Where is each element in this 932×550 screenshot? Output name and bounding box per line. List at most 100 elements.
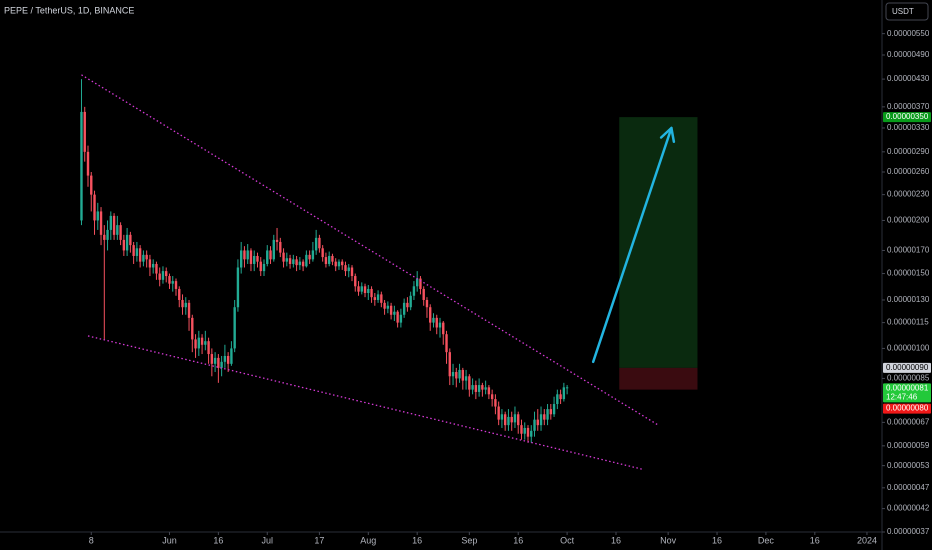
candle-body bbox=[279, 241, 282, 253]
chart-title: PEPE / TetherUS, 1D, BINANCE bbox=[4, 5, 134, 15]
candle-body bbox=[243, 250, 246, 260]
plot-area bbox=[80, 74, 698, 470]
candle-body bbox=[103, 234, 106, 240]
y-tick-label: 0.00000260 bbox=[887, 167, 930, 176]
candle-body bbox=[246, 250, 249, 260]
candle-body bbox=[145, 254, 148, 260]
y-tick-label: 0.00000053 bbox=[887, 461, 930, 470]
candle-body bbox=[321, 248, 324, 258]
stop-tag-bg bbox=[883, 403, 931, 414]
candle-body bbox=[386, 305, 390, 309]
candle-body bbox=[96, 211, 99, 221]
candle-body bbox=[536, 419, 539, 426]
candle-body bbox=[151, 263, 155, 268]
y-tick-label: 0.00000085 bbox=[887, 374, 930, 383]
y-tick-label: 0.00000230 bbox=[887, 190, 930, 199]
candle-body bbox=[526, 427, 530, 437]
trendline bbox=[81, 74, 659, 426]
x-tick-label: Dec bbox=[758, 535, 775, 545]
candle-body bbox=[370, 288, 373, 298]
candle-body bbox=[230, 348, 233, 364]
x-tick-label: 16 bbox=[213, 535, 223, 545]
candle-body bbox=[337, 261, 341, 267]
x-tick-label: Sep bbox=[461, 535, 477, 545]
x-tick-label: Aug bbox=[360, 535, 376, 545]
candle-body bbox=[389, 305, 393, 315]
candle-body bbox=[487, 387, 491, 395]
candle-body bbox=[412, 286, 416, 296]
candle-body bbox=[138, 248, 142, 262]
candle-body bbox=[347, 267, 350, 272]
candle-body bbox=[432, 317, 435, 323]
y-tick-label: 0.00000430 bbox=[887, 74, 930, 83]
candle-body bbox=[197, 337, 201, 349]
candle-body bbox=[477, 385, 481, 392]
candle-body bbox=[546, 409, 549, 420]
candle-body bbox=[425, 299, 429, 308]
x-tick-label: Oct bbox=[560, 535, 575, 545]
candle-body bbox=[354, 276, 357, 287]
candle-body bbox=[350, 267, 354, 277]
x-tick-label: 2024 bbox=[857, 535, 877, 545]
candle-body bbox=[429, 307, 432, 323]
position-loss-zone bbox=[619, 367, 698, 390]
trendline bbox=[87, 335, 643, 470]
candle-body bbox=[419, 278, 422, 289]
x-tick-label: 16 bbox=[513, 535, 523, 545]
candle-body bbox=[393, 311, 396, 315]
x-tick-label: 16 bbox=[810, 535, 820, 545]
y-tick-label: 0.00000150 bbox=[887, 269, 930, 278]
candle-body bbox=[129, 234, 132, 246]
candle-body bbox=[122, 239, 126, 251]
candle-body bbox=[259, 261, 262, 272]
y-tick-label: 0.00000115 bbox=[887, 318, 929, 327]
entry-tag-label: 0.00000090 bbox=[886, 363, 929, 372]
candle-body bbox=[165, 271, 168, 277]
candle-body bbox=[112, 215, 116, 235]
candle-body bbox=[363, 286, 367, 294]
candle-body bbox=[344, 265, 347, 272]
y-tick-label: 0.00000042 bbox=[887, 504, 930, 513]
axes: 0.00000550 0.00000490 0.00000430 0.00000370… bbox=[89, 29, 931, 545]
candle-body bbox=[253, 255, 256, 264]
candle-body bbox=[236, 267, 240, 308]
candle-body bbox=[292, 259, 295, 264]
candle-body bbox=[468, 376, 471, 390]
y-tick-label: 0.00000330 bbox=[887, 123, 930, 132]
candle-body bbox=[556, 394, 559, 405]
candle-body bbox=[471, 385, 474, 390]
candle-body bbox=[523, 427, 526, 434]
y-tick-label: 0.00000047 bbox=[887, 483, 930, 492]
candle-body bbox=[380, 294, 383, 303]
candle-body bbox=[181, 299, 184, 308]
currency-button[interactable] bbox=[885, 2, 929, 21]
candle-body bbox=[256, 255, 259, 262]
candle-body bbox=[448, 352, 451, 377]
candle-body bbox=[367, 288, 370, 294]
candle-body bbox=[327, 255, 331, 264]
candle-body bbox=[490, 394, 494, 400]
candle-body bbox=[318, 237, 321, 249]
candle-body bbox=[178, 288, 181, 300]
candle-body bbox=[451, 372, 455, 377]
candle-body bbox=[269, 250, 272, 260]
candle-body bbox=[249, 250, 253, 264]
candle-body bbox=[464, 376, 468, 381]
candle-body bbox=[497, 406, 500, 420]
y-tick-label: 0.00000290 bbox=[887, 147, 930, 156]
candle-body bbox=[155, 263, 158, 274]
candle-body bbox=[549, 409, 553, 415]
y-tick-label: 0.00000170 bbox=[887, 246, 930, 255]
candle-body bbox=[503, 414, 507, 426]
candle-body bbox=[500, 414, 504, 420]
candle-body bbox=[481, 385, 484, 390]
candle-body bbox=[301, 261, 305, 267]
candle-body bbox=[207, 341, 210, 355]
candle-body bbox=[435, 317, 438, 328]
candle-body bbox=[314, 237, 318, 251]
candle-body bbox=[109, 215, 113, 230]
currency-label[interactable]: USDT bbox=[892, 7, 914, 16]
y-tick-label: 0.00000059 bbox=[887, 441, 930, 450]
candle-body bbox=[396, 311, 399, 323]
candle-body bbox=[90, 175, 93, 195]
